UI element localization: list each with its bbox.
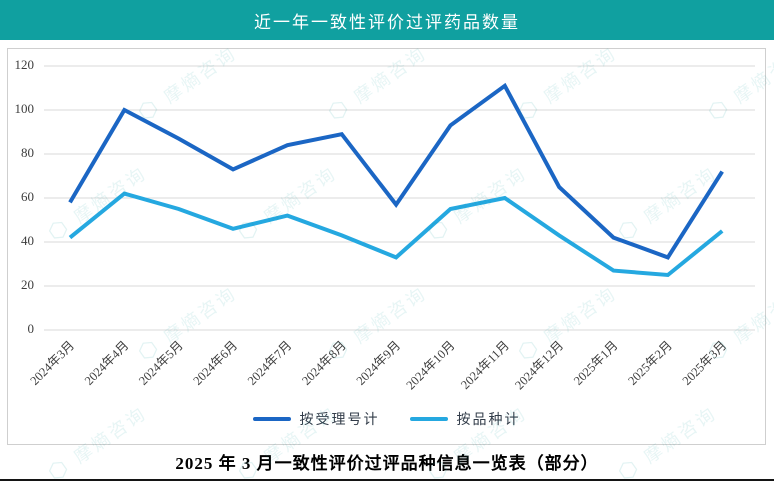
x-tick-label: 2024年3月 — [27, 338, 77, 388]
series-line-0 — [68, 82, 724, 260]
y-tick-label: 60 — [21, 189, 34, 204]
table-title: 2025 年 3 月一致性评价过评品种信息一览表（部分） — [175, 454, 599, 473]
y-tick-label: 120 — [15, 57, 35, 72]
y-tick-label: 20 — [21, 277, 34, 292]
x-tick-label: 2024年4月 — [82, 338, 132, 388]
x-tick-label: 2025年3月 — [680, 338, 730, 388]
legend-label: 按受理号计 — [299, 413, 380, 428]
series-line-1 — [68, 191, 724, 278]
chart-panel: 0 20 40 60 80 100 120 2024年3月 2024年4月 2024年5月 2024… — [7, 48, 766, 445]
legend-line-swatch — [252, 417, 291, 421]
legend-label: 按品种计 — [456, 413, 521, 428]
x-tick-label: 2024年10月 — [403, 338, 457, 392]
x-tick-label: 2024年6月 — [190, 338, 240, 388]
x-tick-label: 2024年8月 — [299, 338, 349, 388]
table-top-border — [0, 479, 774, 481]
legend-item-0: 按受理号计 — [252, 409, 380, 429]
x-tick-label: 2024年7月 — [245, 338, 295, 388]
y-tick-label: 40 — [21, 233, 34, 248]
y-tick-label: 100 — [15, 101, 35, 116]
x-tick-label: 2024年12月 — [512, 338, 566, 392]
y-tick-label: 0 — [28, 321, 35, 336]
x-tick-label: 2024年11月 — [458, 338, 512, 392]
y-tick-label: 80 — [21, 145, 34, 160]
legend-line-swatch — [409, 417, 448, 421]
chart-title-bar: 近一年一致性评价过评药品数量 — [0, 0, 774, 40]
chart-legend: 按受理号计 按品种计 — [8, 409, 765, 429]
chart-title: 近一年一致性评价过评药品数量 — [254, 12, 520, 32]
x-tick-label: 2025年2月 — [625, 338, 675, 388]
x-tick-label: 2024年9月 — [354, 338, 404, 388]
x-tick-label: 2025年1月 — [571, 338, 621, 388]
legend-item-1: 按品种计 — [409, 409, 521, 429]
x-tick-label: 2024年5月 — [136, 338, 186, 388]
